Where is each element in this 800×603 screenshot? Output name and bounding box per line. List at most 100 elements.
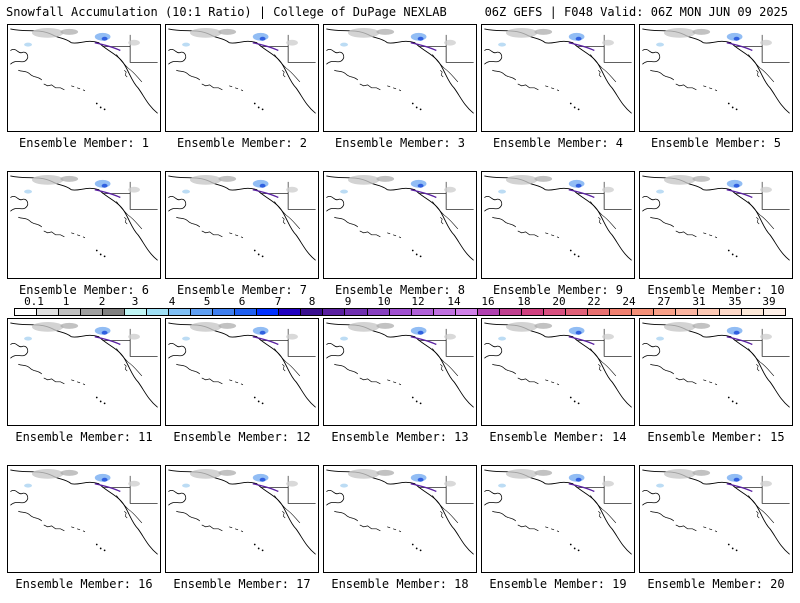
legend-swatch xyxy=(653,309,676,315)
ensemble-panel: Ensemble Member: 2 xyxy=(165,24,319,162)
map-title: Snowfall Accumulation (10:1 Ratio) | Col… xyxy=(6,5,447,19)
legend-swatch xyxy=(15,309,38,315)
ensemble-member-label: Ensemble Member: 9 xyxy=(492,283,624,297)
legend-tick-label: 6 xyxy=(238,295,246,308)
ensemble-panel: Ensemble Member: 4 xyxy=(481,24,635,162)
ensemble-panel: Ensemble Member: 18 xyxy=(323,465,477,603)
legend-swatch xyxy=(697,309,720,315)
ensemble-member-label: Ensemble Member: 7 xyxy=(176,283,308,297)
ensemble-panel: Ensemble Member: 17 xyxy=(165,465,319,603)
legend-swatch xyxy=(279,309,302,315)
legend-swatch xyxy=(257,309,280,315)
legend-tick-label: 5 xyxy=(203,295,211,308)
ensemble-member-label: Ensemble Member: 3 xyxy=(334,136,466,150)
ensemble-member-label: Ensemble Member: 16 xyxy=(15,577,153,591)
ensemble-panel: Ensemble Member: 12 xyxy=(165,318,319,456)
ensemble-member-label: Ensemble Member: 11 xyxy=(15,430,153,444)
legend-tick-label: 39 xyxy=(762,295,776,308)
legend-swatch xyxy=(103,309,126,315)
ensemble-panel: Ensemble Member: 20 xyxy=(639,465,793,603)
legend-swatch xyxy=(301,309,324,315)
legend-swatch xyxy=(433,309,456,315)
legend-swatch xyxy=(147,309,170,315)
legend-swatch xyxy=(213,309,236,315)
legend-tick-label: 24 xyxy=(622,295,636,308)
legend-swatch xyxy=(191,309,214,315)
ensemble-panel: Ensemble Member: 15 xyxy=(639,318,793,456)
legend-tick-label: 9 xyxy=(344,295,352,308)
snowfall-legend: 0.1 1 2 3 4 5 6 7 8 9 10 12 14 16 18 20 22 24 27 31 35 39 xyxy=(14,296,786,320)
legend-tick-label: 8 xyxy=(308,295,316,308)
legend-swatch xyxy=(411,309,434,315)
legend-swatch xyxy=(389,309,412,315)
snowfall-map xyxy=(323,24,477,132)
legend-tick-label: 35 xyxy=(728,295,742,308)
snowfall-map xyxy=(165,465,319,573)
legend-swatch xyxy=(323,309,346,315)
snowfall-map xyxy=(481,24,635,132)
ensemble-member-label: Ensemble Member: 15 xyxy=(647,430,785,444)
run-info: 06Z GEFS | F048 Valid: 06Z MON JUN 09 20… xyxy=(484,5,788,19)
legend-tick-label: 27 xyxy=(657,295,671,308)
legend-swatch xyxy=(59,309,82,315)
snowfall-map xyxy=(165,171,319,279)
ensemble-panel: Ensemble Member: 11 xyxy=(7,318,161,456)
snowfall-map xyxy=(7,318,161,426)
snowfall-map xyxy=(481,171,635,279)
legend-swatch xyxy=(81,309,104,315)
legend-tick-labels: 0.1 1 2 3 4 5 6 7 8 9 10 12 14 16 18 20 22 24 27 31 35 39 xyxy=(14,296,786,308)
ensemble-member-label: Ensemble Member: 14 xyxy=(489,430,627,444)
legend-tick-label: 18 xyxy=(517,295,531,308)
ensemble-panel: Ensemble Member: 8 xyxy=(323,171,477,309)
ensemble-panel: Ensemble Member: 14 xyxy=(481,318,635,456)
legend-swatch xyxy=(169,309,192,315)
snowfall-map xyxy=(323,318,477,426)
snowfall-map xyxy=(323,465,477,573)
legend-swatch xyxy=(37,309,60,315)
snowfall-map xyxy=(481,465,635,573)
header: Snowfall Accumulation (10:1 Ratio) | Col… xyxy=(0,0,800,24)
ensemble-panel: Ensemble Member: 6 xyxy=(7,171,161,309)
ensemble-member-label: Ensemble Member: 19 xyxy=(489,577,627,591)
legend-swatch xyxy=(455,309,478,315)
ensemble-member-label: Ensemble Member: 12 xyxy=(173,430,311,444)
snowfall-map xyxy=(7,24,161,132)
legend-tick-label: 1 xyxy=(62,295,70,308)
ensemble-member-label: Ensemble Member: 2 xyxy=(176,136,308,150)
ensemble-panel: Ensemble Member: 13 xyxy=(323,318,477,456)
ensemble-member-label: Ensemble Member: 4 xyxy=(492,136,624,150)
ensemble-member-label: Ensemble Member: 13 xyxy=(331,430,469,444)
ensemble-panel: Ensemble Member: 19 xyxy=(481,465,635,603)
legend-tick-label: 3 xyxy=(131,295,139,308)
ensemble-panel: Ensemble Member: 5 xyxy=(639,24,793,162)
legend-swatch xyxy=(543,309,566,315)
legend-tick-label: 20 xyxy=(552,295,566,308)
legend-tick-label: 16 xyxy=(481,295,495,308)
legend-tick-label: 31 xyxy=(692,295,706,308)
legend-swatch xyxy=(631,309,654,315)
legend-tick-label: 14 xyxy=(447,295,461,308)
ensemble-member-label: Ensemble Member: 8 xyxy=(334,283,466,297)
ensemble-member-label: Ensemble Member: 17 xyxy=(173,577,311,591)
snowfall-map xyxy=(165,318,319,426)
legend-swatch xyxy=(609,309,632,315)
snowfall-map xyxy=(323,171,477,279)
ensemble-panel: Ensemble Member: 3 xyxy=(323,24,477,162)
ensemble-member-label: Ensemble Member: 20 xyxy=(647,577,785,591)
snowfall-map xyxy=(165,24,319,132)
legend-tick-label: 4 xyxy=(168,295,176,308)
legend-swatch xyxy=(125,309,148,315)
legend-tick-label: 7 xyxy=(274,295,282,308)
ensemble-member-label: Ensemble Member: 1 xyxy=(18,136,150,150)
ensemble-member-label: Ensemble Member: 18 xyxy=(331,577,469,591)
legend-swatch xyxy=(521,309,544,315)
ensemble-panel: Ensemble Member: 9 xyxy=(481,171,635,309)
legend-tick-label: 12 xyxy=(411,295,425,308)
ensemble-member-label: Ensemble Member: 5 xyxy=(650,136,782,150)
legend-tick-label: 0.1 xyxy=(24,295,44,308)
ensemble-panel: Ensemble Member: 16 xyxy=(7,465,161,603)
snowfall-map xyxy=(639,171,793,279)
legend-tick-label: 10 xyxy=(377,295,391,308)
ensemble-panel: Ensemble Member: 1 xyxy=(7,24,161,162)
legend-swatch xyxy=(477,309,500,315)
